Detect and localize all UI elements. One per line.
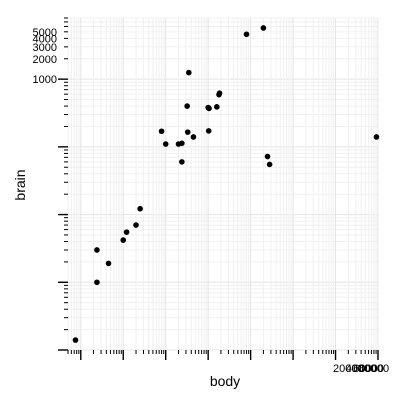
data-point bbox=[184, 103, 190, 109]
data-point bbox=[214, 104, 220, 110]
x-tick-label: 20000 bbox=[333, 363, 364, 375]
x-axis-ticks bbox=[67, 350, 379, 360]
data-point bbox=[373, 134, 380, 140]
data-point bbox=[179, 140, 185, 147]
data-point bbox=[184, 129, 191, 135]
data-point bbox=[123, 229, 130, 235]
data-point bbox=[190, 134, 197, 140]
data-points bbox=[72, 25, 380, 343]
y-axis-title: brain bbox=[12, 169, 28, 200]
y-tick-label: 1000 bbox=[33, 74, 57, 86]
x-tick-label: 60000 bbox=[353, 363, 384, 375]
data-point bbox=[266, 161, 273, 168]
data-point bbox=[158, 128, 165, 135]
data-point bbox=[264, 153, 271, 160]
y-tick-label: 5000 bbox=[33, 27, 57, 39]
data-point bbox=[216, 90, 223, 97]
data-point bbox=[205, 128, 212, 134]
data-point bbox=[133, 222, 139, 228]
y-axis-ticks bbox=[58, 17, 68, 351]
y-tick-label: 3000 bbox=[33, 42, 57, 54]
x-axis-title: body bbox=[210, 373, 240, 389]
data-point bbox=[260, 25, 267, 31]
y-tick-label: 2000 bbox=[33, 54, 57, 66]
data-point bbox=[243, 31, 250, 38]
data-point bbox=[105, 260, 112, 267]
y-tick-label: 4000 bbox=[33, 33, 57, 45]
grid-lines bbox=[67, 17, 379, 351]
data-point bbox=[72, 337, 79, 343]
data-point bbox=[186, 69, 192, 76]
data-point bbox=[120, 237, 127, 243]
data-point bbox=[179, 159, 185, 165]
data-point bbox=[206, 105, 212, 112]
data-point bbox=[94, 279, 100, 286]
data-point bbox=[94, 247, 100, 253]
data-point bbox=[162, 141, 169, 147]
x-tick-label: 80000 bbox=[359, 363, 390, 375]
x-tick-label: 40000 bbox=[346, 363, 377, 375]
data-point bbox=[137, 205, 143, 212]
